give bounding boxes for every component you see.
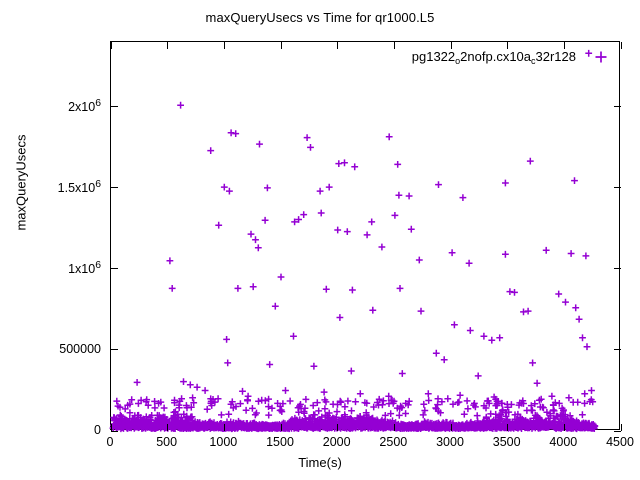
- x-tick-label: 0: [106, 435, 114, 449]
- x-tick-label: 4500: [606, 435, 634, 449]
- y-tick-mark: [111, 430, 118, 432]
- y-tick-label: 500000: [59, 341, 101, 356]
- x-tick-mark: [337, 42, 339, 49]
- x-tick-mark: [223, 42, 225, 49]
- y-tick-mark: [111, 349, 118, 351]
- x-tick-mark: [110, 42, 112, 49]
- y-tick-label: 1.5x106: [57, 178, 101, 195]
- data-points-layer: [109, 49, 599, 433]
- x-tick-mark: [167, 42, 169, 49]
- x-tick-label: 500: [156, 435, 178, 449]
- x-tick-mark: [167, 424, 169, 431]
- x-tick-mark: [563, 424, 565, 431]
- x-axis-label: Time(s): [298, 455, 342, 470]
- x-tick-mark: [223, 424, 225, 431]
- y-tick-label: 0: [94, 423, 101, 437]
- x-tick-label: 1500: [266, 435, 294, 449]
- y-tick-mark: [111, 268, 118, 270]
- y-tick-mark: [614, 106, 621, 108]
- x-tick-mark: [280, 42, 282, 49]
- x-tick-mark: [563, 42, 565, 49]
- y-tick-mark: [614, 268, 621, 270]
- x-tick-label: 3500: [492, 435, 521, 449]
- y-tick-mark: [614, 187, 621, 189]
- x-tick-label: 1000: [209, 435, 238, 449]
- x-tick-mark: [507, 424, 509, 431]
- y-tick-label: 1x106: [68, 259, 101, 276]
- x-tick-label: 2000: [322, 435, 351, 449]
- x-tick-mark: [620, 424, 622, 431]
- legend: pg1322o2nofp.cx10ac32r128: [336, 48, 612, 68]
- legend-series-label: pg1322o2nofp.cx10ac32r128: [411, 49, 576, 66]
- y-tick-mark: [111, 187, 118, 189]
- y-tick-label: 2x106: [68, 97, 101, 114]
- plot-area: [109, 41, 622, 433]
- chart-title: maxQueryUsecs vs Time for qr1000.L5: [205, 10, 435, 25]
- x-tick-mark: [280, 424, 282, 431]
- x-tick-label: 4000: [549, 435, 578, 449]
- x-tick-mark: [110, 424, 112, 431]
- x-tick-mark: [393, 42, 395, 49]
- x-tick-mark: [337, 424, 339, 431]
- y-tick-mark: [111, 106, 118, 108]
- x-axis-tick-labels: 0 500 1000 1500 2000 2500 3000 3500 4000 4500: [106, 435, 634, 453]
- x-tick-mark: [507, 42, 509, 49]
- y-tick-mark: [614, 430, 621, 432]
- x-tick-label: 3000: [436, 435, 464, 449]
- x-tick-mark: [450, 424, 452, 431]
- x-tick-mark: [620, 42, 622, 49]
- y-axis-tick-labels: 0 500000 1x106 1.5x106 2x106: [0, 41, 101, 437]
- x-tick-mark: [393, 424, 395, 431]
- legend-marker-plus-icon: [595, 51, 607, 63]
- y-tick-mark: [614, 349, 621, 351]
- x-tick-label: 2500: [379, 435, 408, 449]
- x-tick-mark: [450, 42, 452, 49]
